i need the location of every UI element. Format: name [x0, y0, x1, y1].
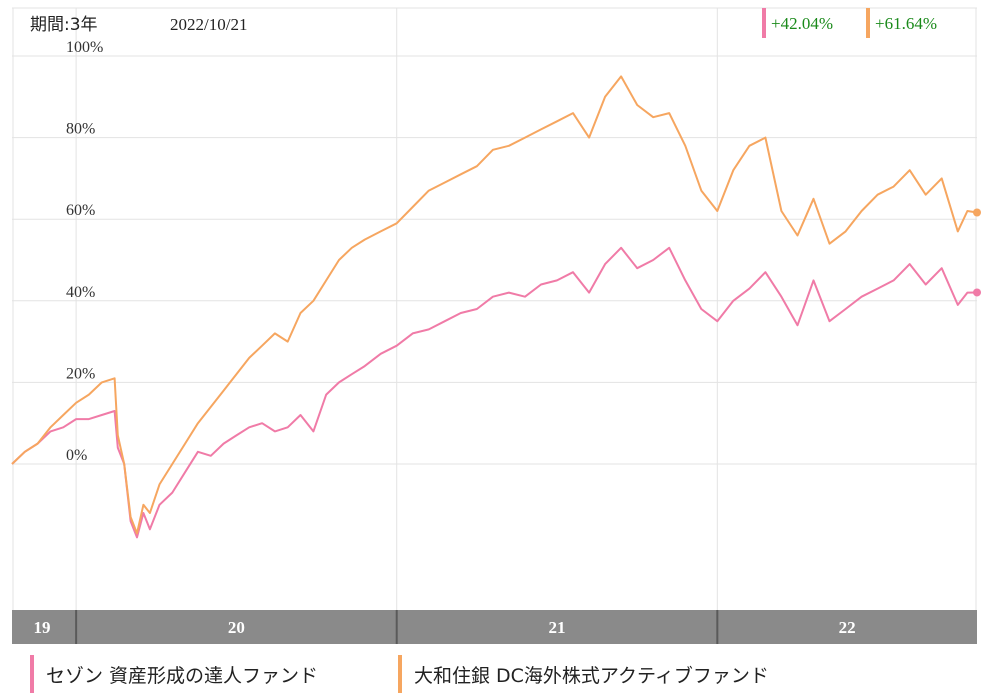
x-tick-label: 22 [839, 618, 856, 637]
y-tick-label: 100% [66, 39, 103, 56]
y-tick-label: 20% [66, 365, 95, 382]
date-label: 2022/10/21 [170, 15, 247, 34]
return-swatch-1 [762, 8, 766, 38]
y-tick-label: 40% [66, 284, 95, 301]
y-tick-label: 60% [66, 202, 95, 219]
legend-item-2: 大和住銀 DC海外株式アクティブファンド [398, 655, 769, 693]
y-axis-labels: 100% 80% 60% 40% 20% 0% [66, 39, 103, 464]
series-lines [11, 75, 981, 539]
series-line-1 [11, 246, 978, 539]
x-tick-label: 21 [549, 618, 566, 637]
legend-swatch-2 [398, 655, 402, 693]
x-tick-label: 19 [34, 618, 51, 637]
series-end-point-2 [973, 208, 981, 217]
legend-label-1: セゾン 資産形成の達人ファンド [46, 664, 319, 687]
legend-item-1: セゾン 資産形成の達人ファンド [30, 655, 318, 693]
period-label: 期間:3年 [30, 15, 98, 35]
series-line-2 [11, 75, 978, 535]
y-tick-label: 80% [66, 121, 95, 138]
plot-area [12, 8, 977, 610]
x-tick-label: 20 [228, 618, 245, 637]
series-end-point-1 [973, 288, 981, 297]
x-axis-bar: 19 20 21 22 [12, 610, 977, 644]
return-value-2: +61.64% [875, 14, 937, 33]
return-swatch-2 [866, 8, 870, 38]
return-value-1: +42.04% [771, 14, 833, 33]
x-axis-background [12, 610, 977, 644]
legend-label-2: 大和住銀 DC海外株式アクティブファンド [414, 664, 769, 687]
legend-swatch-1 [30, 655, 34, 693]
y-tick-label: 0% [66, 447, 87, 464]
